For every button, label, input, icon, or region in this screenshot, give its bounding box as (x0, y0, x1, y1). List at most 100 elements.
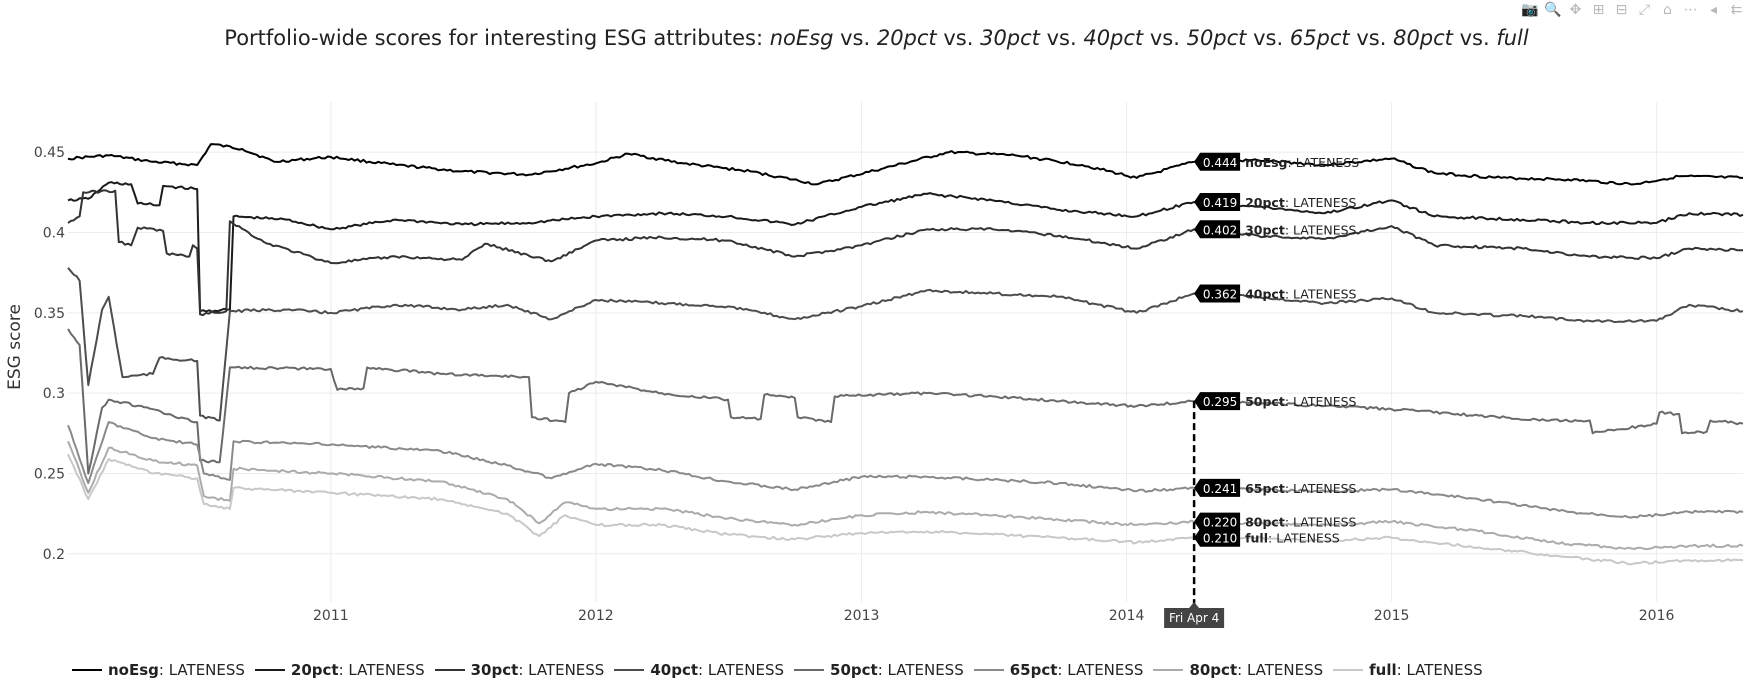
title-vs: vs. (936, 26, 981, 50)
title-vs: vs. (1143, 26, 1187, 50)
title-prefix: Portfolio-wide scores for interesting ES… (224, 26, 770, 50)
pan-icon[interactable]: ✥ (1569, 2, 1582, 18)
x-tick-label: 2015 (1374, 608, 1410, 624)
camera-icon[interactable]: 📷 (1521, 2, 1539, 18)
legend-item-noEsg[interactable]: noEsg: LATENESS (72, 661, 245, 679)
series-line-80pct[interactable] (67, 440, 1744, 551)
hover-x-label-pointer (1189, 602, 1200, 608)
hover-value: 0.210 (1203, 532, 1237, 546)
title-vs: vs. (1349, 26, 1394, 50)
hover-x-label-box (1164, 608, 1225, 628)
hover-label-box (1194, 220, 1241, 239)
hover-label-box (1194, 512, 1241, 531)
legend-swatch (72, 669, 102, 671)
hover-value: 0.220 (1203, 516, 1237, 530)
title-model-30pct: 30pct (980, 26, 1040, 50)
y-axis-title: ESG score (5, 304, 25, 390)
hover-value: 0.241 (1203, 482, 1237, 496)
hover-label-box (1194, 528, 1241, 547)
legend-model: 40pct (650, 661, 699, 679)
legend-item-50pct[interactable]: 50pct: LATENESS (794, 661, 964, 679)
hover-series-name: 30pct: LATENESS (1245, 222, 1356, 237)
hover-label-box (1194, 192, 1241, 211)
y-tick-label: 0.4 (43, 225, 65, 241)
title-model-80pct: 80pct (1393, 26, 1453, 50)
hover-x-label: Fri Apr 4 (1169, 611, 1219, 625)
hover-label-65pct: 0.241 65pct: LATENESS (1194, 478, 1357, 497)
legend-item-80pct[interactable]: 80pct: LATENESS (1153, 661, 1323, 679)
title-vs: vs. (1452, 26, 1497, 50)
series-line-50pct[interactable] (67, 328, 1744, 475)
legend-model: 20pct (290, 661, 339, 679)
legend-swatch (1333, 669, 1364, 671)
legend-attr: : LATENESS (1237, 661, 1324, 679)
series-line-noEsg[interactable] (67, 143, 1743, 186)
legend-attr: : LATENESS (518, 661, 605, 679)
modebar: 📷 🔍 ✥ ⊞ ⊟ ⤢ ⌂ ⋯ ◂ ⇇ (1521, 2, 1745, 19)
hover-label-40pct: 0.362 40pct: LATENESS (1194, 284, 1357, 303)
title-model-20pct: 20pct (876, 26, 937, 50)
hover-label-noEsg: 0.444 noEsg: LATENESS (1194, 152, 1359, 171)
hover-label-full: 0.210 full: LATENESS (1194, 528, 1340, 547)
legend-model: 50pct (830, 661, 878, 679)
series-line-40pct[interactable] (67, 267, 1744, 422)
legend-model: full (1369, 661, 1397, 679)
series-line-30pct[interactable] (67, 189, 1743, 317)
series-line-20pct[interactable] (67, 181, 1744, 313)
legend-item-65pct[interactable]: 65pct: LATENESS (973, 661, 1143, 679)
hover-value: 0.419 (1203, 196, 1237, 210)
y-tick-label: 0.3 (43, 386, 65, 402)
hover-label-30pct: 0.402 30pct: LATENESS (1194, 220, 1357, 239)
legend-item-20pct[interactable]: 20pct: LATENESS (254, 661, 425, 679)
legend-attr: : LATENESS (158, 661, 245, 679)
legend-attr: : LATENESS (877, 661, 964, 679)
legend-swatch (794, 669, 825, 671)
legend-swatch (1153, 669, 1184, 671)
hover-series-name: noEsg: LATENESS (1245, 155, 1359, 170)
zoom-out-icon[interactable]: ⊟ (1615, 2, 1628, 18)
hover-compare-icon[interactable]: ⇇ (1730, 2, 1743, 18)
hover-series-name: 50pct: LATENESS (1245, 394, 1356, 409)
title-vs: vs. (833, 26, 877, 50)
zoom-in-icon[interactable]: ⊞ (1592, 2, 1605, 18)
legend-attr: : LATENESS (698, 661, 785, 679)
autoscale-icon[interactable]: ⤢ (1638, 2, 1651, 18)
hover-closest-icon[interactable]: ◂ (1709, 2, 1718, 18)
hover-label-box (1194, 392, 1241, 411)
hover-series-name: 40pct: LATENESS (1245, 287, 1356, 302)
legend-item-full[interactable]: full: LATENESS (1333, 661, 1483, 679)
legend-attr: : LATENESS (338, 661, 425, 679)
hover-value: 0.362 (1203, 288, 1237, 302)
legend-attr: : LATENESS (1396, 661, 1483, 679)
y-tick-label: 0.45 (34, 145, 65, 161)
title-model-50pct: 50pct (1186, 26, 1247, 50)
x-tick-label: 2014 (1109, 608, 1145, 624)
series-line-65pct[interactable] (67, 421, 1744, 519)
legend-item-30pct[interactable]: 30pct: LATENESS (434, 661, 605, 679)
legend-model: noEsg (108, 661, 159, 679)
hover-label-20pct: 0.419 20pct: LATENESS (1194, 192, 1357, 211)
title-model-65pct: 65pct (1289, 26, 1350, 50)
hover-series-name: full: LATENESS (1245, 531, 1340, 546)
spike-lines-icon[interactable]: ⋯ (1683, 2, 1698, 18)
x-tick-label: 2013 (844, 608, 880, 624)
hover-label-box (1194, 478, 1241, 497)
title-vs: vs. (1039, 26, 1084, 50)
hover-label-80pct: 0.220 80pct: LATENESS (1194, 512, 1357, 531)
series-line-full[interactable] (67, 453, 1744, 566)
y-tick-label: 0.2 (43, 547, 65, 563)
zoom-icon[interactable]: 🔍 (1544, 2, 1562, 18)
hover-series-name: 65pct: LATENESS (1245, 481, 1356, 496)
home-icon[interactable]: ⌂ (1663, 2, 1672, 18)
title-model-full: full (1496, 26, 1529, 50)
legend-model: 80pct (1189, 661, 1238, 679)
hover-label-50pct: 0.295 50pct: LATENESS (1194, 392, 1357, 411)
legend-swatch (254, 669, 285, 671)
hover-value: 0.295 (1203, 395, 1237, 409)
x-tick-label: 2011 (313, 608, 349, 624)
hover-label-box (1194, 284, 1241, 303)
legend-item-40pct[interactable]: 40pct: LATENESS (614, 661, 784, 679)
y-tick-label: 0.35 (34, 306, 65, 322)
hover-label-box (1194, 152, 1241, 171)
